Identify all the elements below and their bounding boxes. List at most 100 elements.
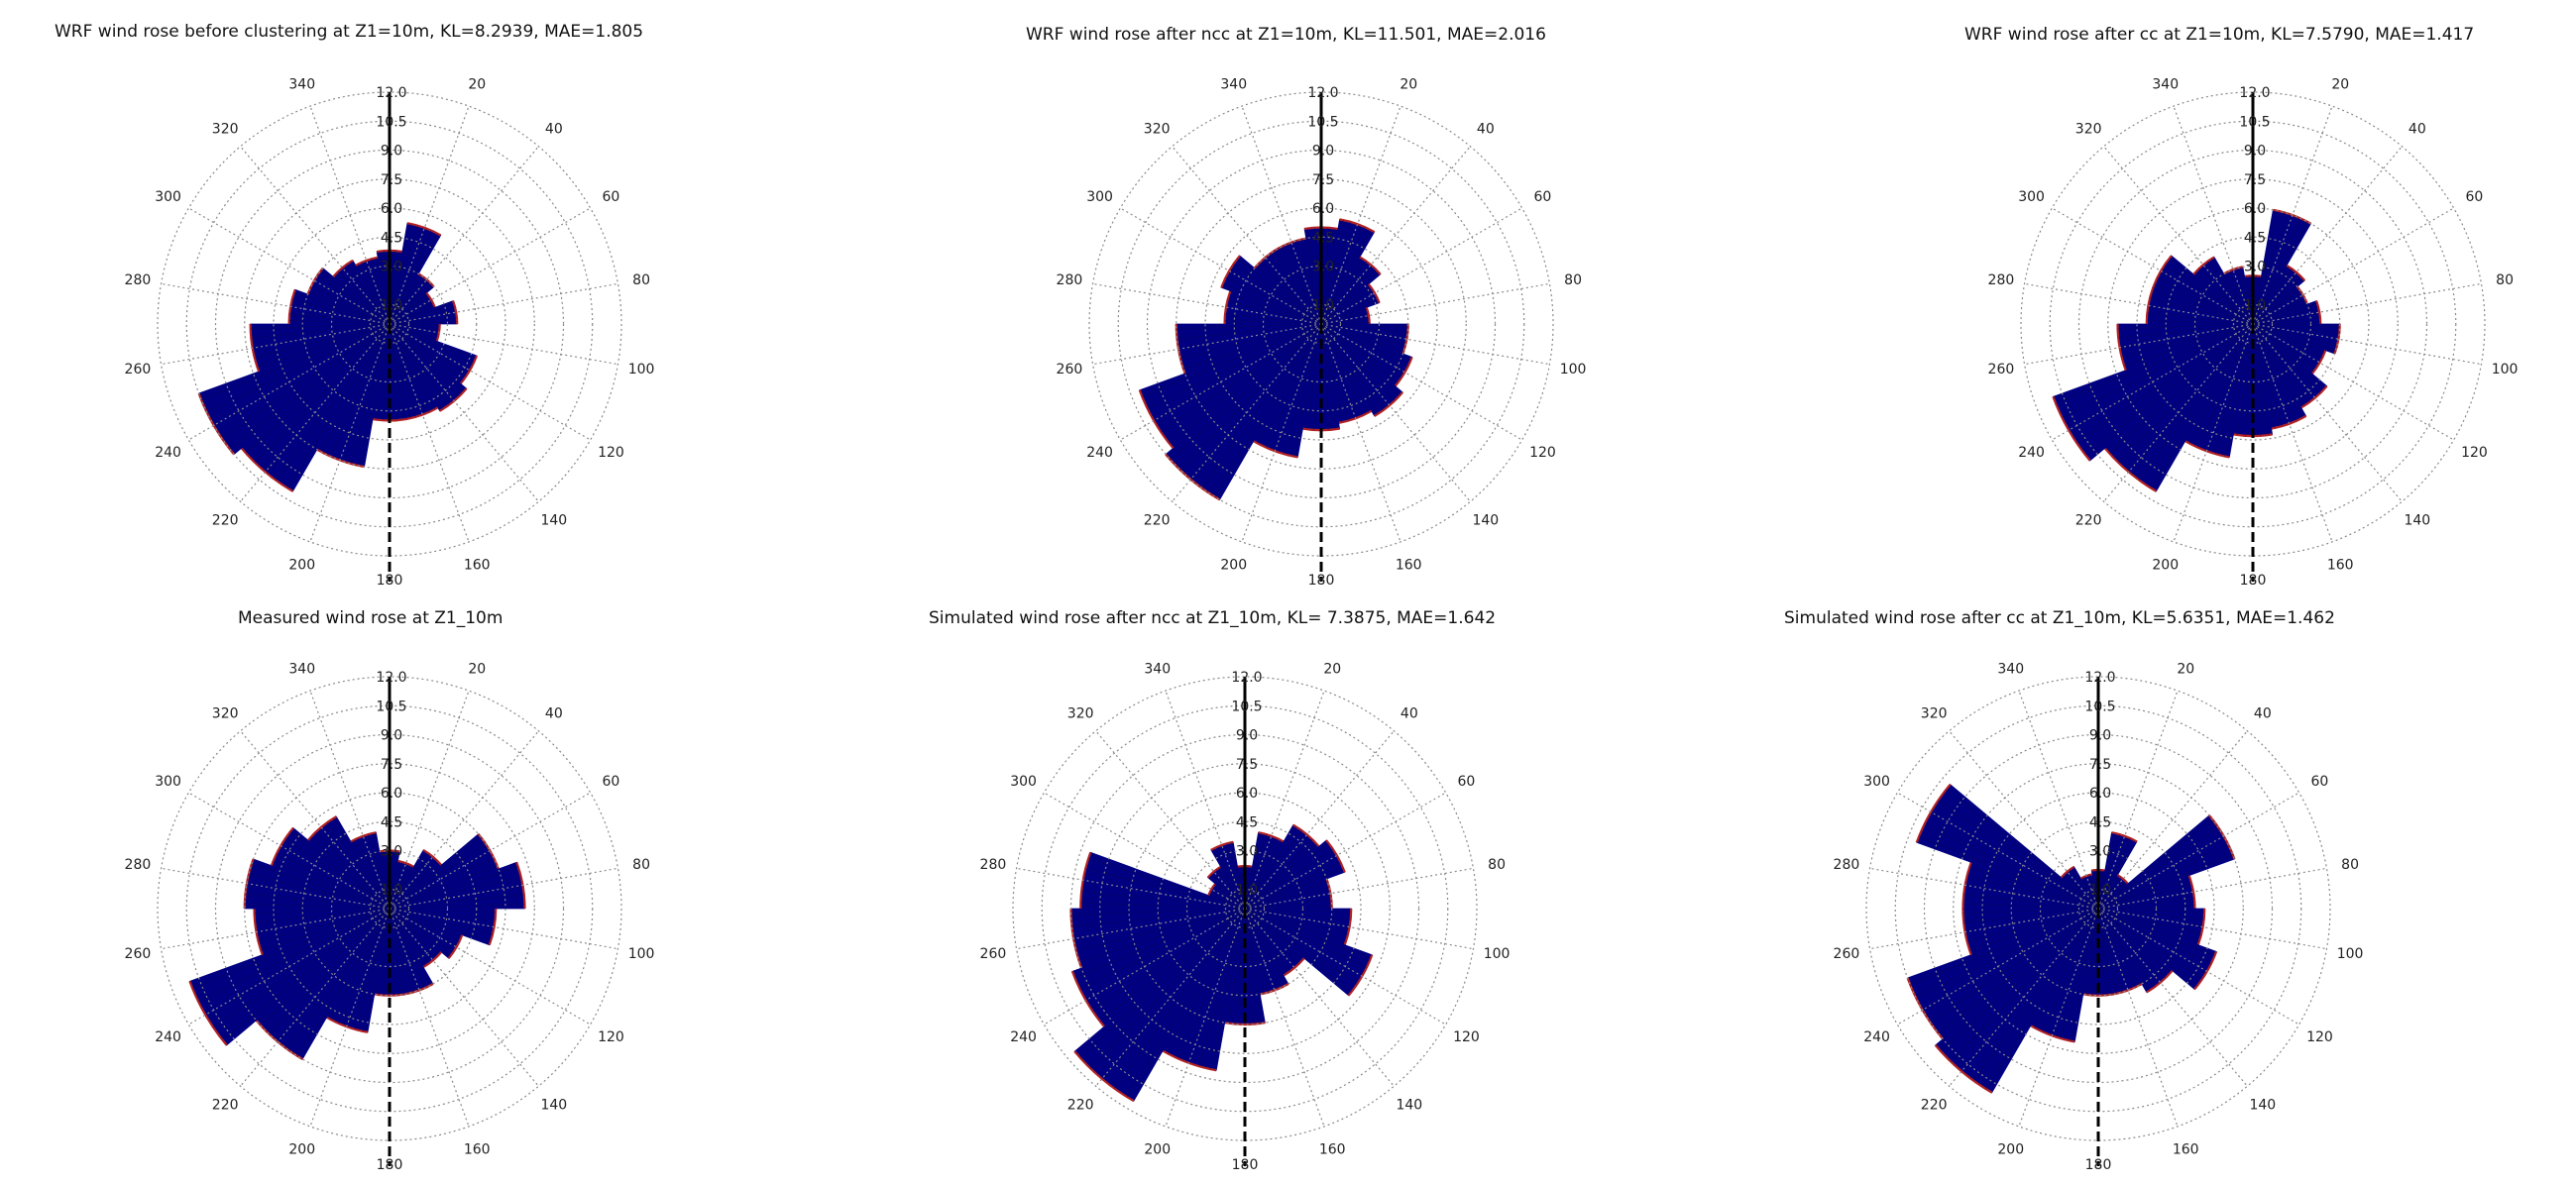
rose-bar-hatch	[1244, 861, 1341, 910]
rose-bar-hatch	[389, 323, 440, 330]
direction-tick-label: 180	[2085, 1157, 2112, 1173]
angular-grid-spoke	[1165, 690, 1246, 910]
radial-grid-circle	[2020, 91, 2486, 557]
rose-bar-hatch	[1227, 300, 1322, 325]
rose-bar-hatch	[1270, 253, 1322, 325]
rose-bar-hatch	[1244, 908, 1287, 975]
rose-bar-hatch	[1320, 230, 1372, 325]
rose-bar-hatch	[338, 270, 391, 325]
rose-bar-hatch	[2097, 908, 2111, 995]
radial-tick-label: 3.0	[381, 844, 402, 860]
rose-bar-hatch	[354, 908, 391, 1029]
radial-grid-circle	[1176, 178, 1467, 470]
rose-bar-hatch	[389, 908, 402, 995]
rose-bar-hatch	[198, 908, 391, 1003]
angular-grid-spoke	[2018, 690, 2099, 910]
angular-grid-spoke	[1320, 323, 1550, 366]
direction-tick-label: 100	[1560, 362, 1587, 377]
rose-bar-hatch	[2225, 272, 2254, 325]
direction-tick-label: 200	[2152, 557, 2179, 573]
radial-grid-circle	[1157, 820, 1333, 997]
radial-grid-circle	[1088, 91, 1554, 557]
rose-bar-hatch	[2097, 837, 2131, 910]
direction-tick-label: 60	[2311, 774, 2329, 790]
rose-bar-hatch	[1284, 323, 1322, 455]
direction-tick-label: 180	[377, 1157, 403, 1173]
rose-bar-hatch	[2097, 908, 2205, 914]
rose-bar-hatch	[2062, 323, 2254, 418]
rose-bar-hatch	[1244, 842, 1329, 910]
rose-bar-edge	[2286, 264, 2306, 281]
direction-tick-label: 100	[2492, 362, 2519, 377]
direction-tick-label: 300	[2018, 189, 2045, 205]
rose-bar-hatch	[2252, 291, 2301, 325]
angular-grid-spoke	[1120, 207, 1322, 325]
panel-title: Simulated wind rose after cc at Z1_10m, …	[1784, 608, 2335, 628]
angular-grid-spoke	[240, 146, 391, 325]
direction-tick-label: 140	[540, 1098, 567, 1114]
rose-bar-hatch	[1320, 323, 1408, 328]
angular-grid-spoke	[2097, 792, 2299, 910]
rose-bar-hatch	[1244, 881, 1328, 910]
rose-bar-hatch	[2070, 869, 2099, 910]
angular-grid-spoke	[2252, 323, 2482, 366]
rose-bar-hatch	[284, 837, 391, 910]
rose-bar-hatch	[1244, 837, 1278, 910]
rose-bar-edge	[2187, 875, 2196, 910]
rose-bar-hatch	[1966, 875, 2099, 910]
rose-bar-edge	[2152, 255, 2173, 288]
rose-bar-edge	[1339, 218, 1376, 234]
rose-bar-hatch	[2097, 908, 2202, 935]
angular-grid-spoke	[188, 323, 391, 441]
angular-grid-spoke	[1949, 908, 2099, 1087]
rose-bar-edge	[1325, 839, 1346, 873]
angular-grid-spoke	[2173, 105, 2254, 325]
rose-bar-hatch	[389, 908, 451, 957]
angular-grid-spoke	[389, 867, 618, 910]
rose-bar-hatch	[389, 302, 455, 325]
rose-bar-hatch	[2252, 298, 2305, 325]
angular-grid-spoke	[1165, 908, 1246, 1128]
rose-bar-hatch	[320, 270, 391, 325]
rose-bar-hatch	[2252, 302, 2318, 325]
direction-tick-label: 240	[1086, 445, 1113, 461]
rose-bar-edge	[2060, 865, 2075, 879]
rose-bar-hatch	[1985, 908, 2099, 1090]
rose-bar-hatch	[1275, 250, 1322, 325]
rose-bar-hatch	[2097, 908, 2105, 996]
radial-grid-circle	[301, 236, 478, 412]
rose-bar-hatch	[245, 893, 391, 910]
rose-bar-hatch	[1244, 908, 1303, 961]
direction-tick-label: 60	[2466, 189, 2484, 205]
rose-bar-hatch	[363, 908, 391, 1032]
radial-tick-label: 7.5	[1312, 172, 1334, 188]
rose-bar-hatch	[389, 323, 403, 420]
rose-bar-hatch	[2147, 312, 2254, 325]
rose-bar-hatch	[389, 864, 410, 910]
direction-tick-label: 320	[1144, 121, 1171, 137]
rose-bar-hatch	[383, 908, 391, 996]
direction-tick-label: 280	[125, 857, 152, 873]
rose-bar-hatch	[1074, 908, 1246, 978]
angular-grid-spoke	[1320, 323, 1522, 441]
rose-bar-hatch	[2252, 266, 2290, 325]
rose-bar-hatch	[389, 307, 456, 325]
direction-tick-label: 20	[2177, 662, 2194, 678]
rose-bar-hatch	[291, 299, 391, 325]
rose-bar-hatch	[370, 259, 391, 325]
radial-tick-label: 4.5	[1312, 230, 1334, 246]
rose-bar-hatch	[1320, 323, 1343, 423]
rose-bar-hatch	[1244, 908, 1264, 994]
rose-bar-hatch	[261, 908, 391, 951]
rose-bar-hatch	[1147, 323, 1322, 409]
rose-bar-hatch	[1176, 323, 1322, 340]
rose-bar-hatch	[1320, 323, 1401, 378]
wind-rose-chart: 20 40 60 80 100 120 140 160 180 200 220 240 260 280 30…	[125, 77, 655, 589]
direction-tick-label: 120	[1453, 1029, 1480, 1045]
rose-bar-hatch	[2097, 833, 2120, 910]
direction-tick-label: 20	[1323, 662, 1341, 678]
direction-tick-label: 260	[125, 362, 152, 377]
angular-grid-spoke	[240, 908, 391, 1087]
direction-tick-label: 80	[2341, 857, 2359, 873]
rose-bar-hatch	[1244, 908, 1262, 1024]
